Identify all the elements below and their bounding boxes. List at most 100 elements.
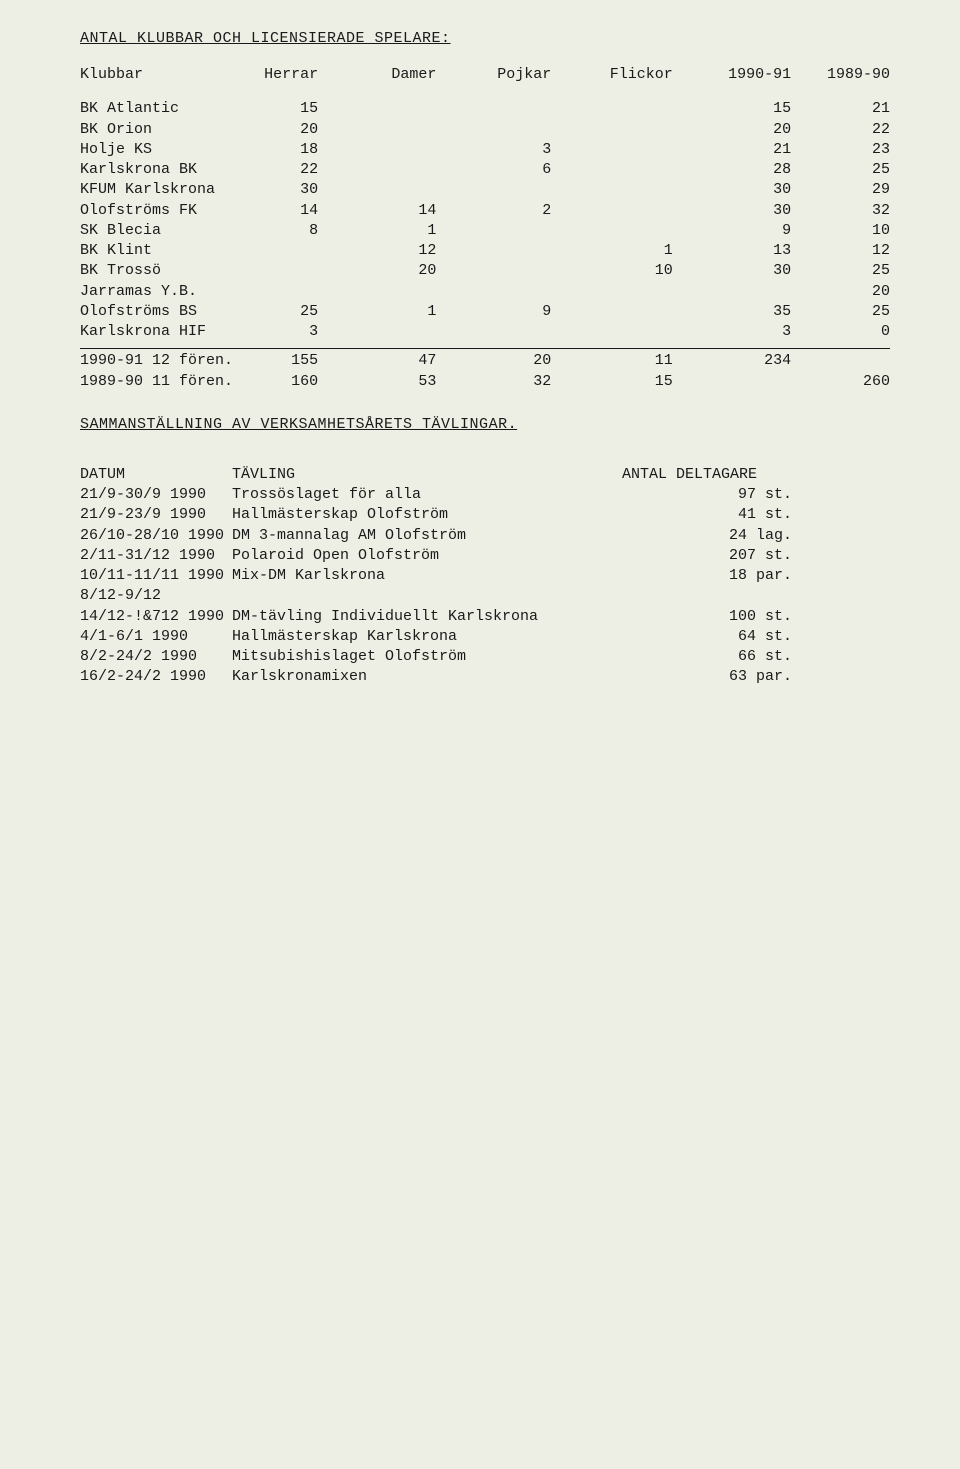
cell-datum: 14/12-!&712 1990	[80, 607, 232, 627]
cell-datum: 8/12-9/12	[80, 586, 232, 606]
table-row: 8/2-24/2 1990Mitsubishislaget Olofström6…	[80, 647, 890, 667]
cell-8990: 29	[805, 180, 890, 200]
cell-flickor	[571, 180, 699, 200]
header-8990: 1989-90	[805, 65, 890, 85]
table-total-row: 1990-91 12 fören.155472011234	[80, 351, 890, 371]
cell-8990	[805, 351, 890, 371]
cell-datum: 21/9-23/9 1990	[80, 505, 232, 525]
cell-damer	[344, 160, 466, 180]
cell-9091: 234	[699, 351, 805, 371]
header-tavling: TÄVLING	[232, 465, 622, 485]
cell-klubbar: BK Orion	[80, 120, 235, 140]
table-total-row: 1989-90 11 fören.160533215260	[80, 372, 890, 392]
section1-title: ANTAL KLUBBAR OCH LICENSIERADE SPELARE:	[80, 30, 890, 47]
cell-tavling: Karlskronamixen	[232, 667, 622, 687]
cell-flickor: 10	[571, 261, 699, 281]
cell-damer	[344, 322, 466, 342]
cell-flickor	[571, 221, 699, 241]
cell-tavling: Hallmästerskap Karlskrona	[232, 627, 622, 647]
cell-pojkar: 32	[466, 372, 571, 392]
document-page: ANTAL KLUBBAR OCH LICENSIERADE SPELARE: …	[0, 0, 960, 718]
cell-tavling: Hallmästerskap Olofström	[232, 505, 622, 525]
cell-pojkar	[466, 261, 571, 281]
cell-herrar: 160	[235, 372, 344, 392]
cell-herrar: 8	[235, 221, 344, 241]
cell-flickor	[571, 322, 699, 342]
cell-pojkar: 6	[466, 160, 571, 180]
cell-datum: 26/10-28/10 1990	[80, 526, 232, 546]
cell-9091: 30	[699, 180, 805, 200]
cell-8990: 25	[805, 261, 890, 281]
table-row: 26/10-28/10 1990DM 3-mannalag AM Olofstr…	[80, 526, 890, 546]
table-row: 21/9-23/9 1990Hallmästerskap Olofström41…	[80, 505, 890, 525]
cell-flickor	[571, 140, 699, 160]
cell-antal: 207 st.	[622, 546, 800, 566]
cell-klubbar: Olofströms FK	[80, 201, 235, 221]
cell-damer	[344, 120, 466, 140]
table-row: BK Atlantic151521	[80, 99, 890, 119]
clubs-table-header: Klubbar Herrar Damer Pojkar Flickor 1990…	[80, 65, 890, 85]
cell-tavling	[232, 586, 622, 606]
cell-herrar	[235, 261, 344, 281]
cell-herrar	[235, 241, 344, 261]
cell-antal: 63 par.	[622, 667, 800, 687]
cell-pojkar	[466, 99, 571, 119]
header-flickor: Flickor	[571, 65, 699, 85]
cell-pojkar: 3	[466, 140, 571, 160]
cell-herrar: 22	[235, 160, 344, 180]
cell-datum: 2/11-31/12 1990	[80, 546, 232, 566]
cell-pojkar: 9	[466, 302, 571, 322]
cell-8990: 25	[805, 302, 890, 322]
cell-9091: 21	[699, 140, 805, 160]
cell-8990: 260	[805, 372, 890, 392]
cell-damer: 1	[344, 221, 466, 241]
cell-datum: 10/11-11/11 1990	[80, 566, 232, 586]
cell-pojkar: 20	[466, 351, 571, 371]
cell-tavling: Trossöslaget för alla	[232, 485, 622, 505]
cell-tavling: DM-tävling Individuellt Karlskrona	[232, 607, 622, 627]
cell-antal: 24 lag.	[622, 526, 800, 546]
cell-pojkar	[466, 241, 571, 261]
cell-flickor: 11	[571, 351, 699, 371]
cell-klubbar: Karlskrona HIF	[80, 322, 235, 342]
cell-pojkar	[466, 120, 571, 140]
table-row: Olofströms FK141423032	[80, 201, 890, 221]
cell-flickor: 15	[571, 372, 699, 392]
cell-flickor	[571, 282, 699, 302]
cell-antal	[622, 586, 800, 606]
cell-pojkar: 2	[466, 201, 571, 221]
cell-klubbar: Olofströms BS	[80, 302, 235, 322]
cell-herrar: 30	[235, 180, 344, 200]
cell-8990: 20	[805, 282, 890, 302]
cell-pojkar	[466, 221, 571, 241]
cell-damer: 20	[344, 261, 466, 281]
cell-9091	[699, 282, 805, 302]
cell-9091: 28	[699, 160, 805, 180]
cell-tavling: DM 3-mannalag AM Olofström	[232, 526, 622, 546]
competitions-table: DATUM TÄVLING ANTAL DELTAGARE 21/9-30/9 …	[80, 465, 890, 688]
table-row: 21/9-30/9 1990Trossöslaget för alla97 st…	[80, 485, 890, 505]
cell-tavling: Polaroid Open Olofström	[232, 546, 622, 566]
cell-damer	[344, 140, 466, 160]
cell-herrar: 20	[235, 120, 344, 140]
header-pojkar: Pojkar	[466, 65, 571, 85]
cell-flickor	[571, 120, 699, 140]
cell-pojkar	[466, 180, 571, 200]
cell-datum: 4/1-6/1 1990	[80, 627, 232, 647]
cell-herrar: 18	[235, 140, 344, 160]
cell-herrar: 3	[235, 322, 344, 342]
cell-flickor	[571, 160, 699, 180]
table-row: Olofströms BS25193525	[80, 302, 890, 322]
cell-klubbar: Jarramas Y.B.	[80, 282, 235, 302]
cell-8990: 23	[805, 140, 890, 160]
cell-tavling: Mitsubishislaget Olofström	[232, 647, 622, 667]
header-9091: 1990-91	[699, 65, 805, 85]
competitions-table-header: DATUM TÄVLING ANTAL DELTAGARE	[80, 465, 890, 485]
cell-herrar: 155	[235, 351, 344, 371]
header-datum: DATUM	[80, 465, 232, 485]
cell-damer: 12	[344, 241, 466, 261]
table-divider	[80, 348, 890, 349]
table-row: 10/11-11/11 1990Mix-DM Karlskrona18 par.	[80, 566, 890, 586]
header-antal: ANTAL DELTAGARE	[622, 465, 792, 485]
cell-antal: 18 par.	[622, 566, 800, 586]
